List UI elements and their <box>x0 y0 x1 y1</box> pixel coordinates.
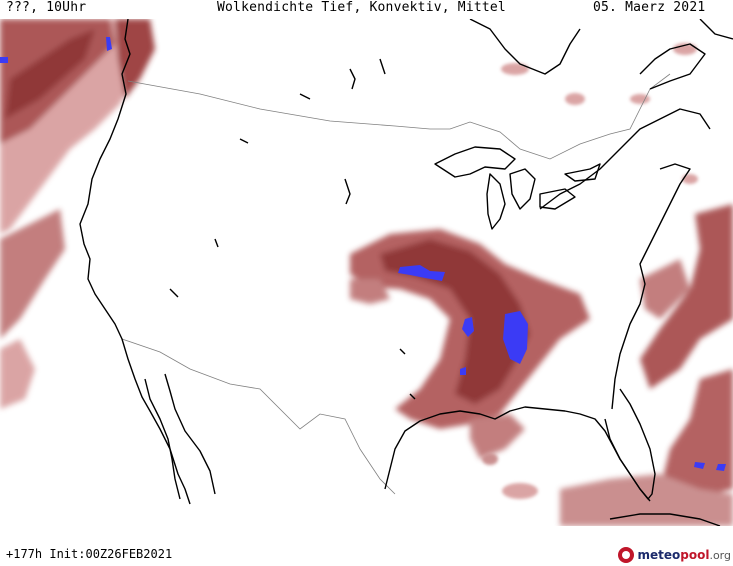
cloud-area-atlantic <box>560 204 733 526</box>
map-title: Wolkendichte Tief, Konvektiv, Mittel <box>217 0 506 15</box>
forecast-date: 05. Maerz 2021 <box>593 0 706 15</box>
coastlines <box>79 19 733 526</box>
cloud-area-central-plains <box>350 229 590 459</box>
logo-text: meteopool.org <box>637 548 731 562</box>
weather-map <box>0 19 733 526</box>
cloud-area-pacific-northwest <box>0 19 155 234</box>
forecast-time-label: ???, 10Uhr <box>6 0 87 15</box>
model-run-info: +177h Init:00Z26FEB2021 <box>6 547 173 561</box>
header-bar: ???, 10Uhr Wolkendichte Tief, Konvektiv,… <box>0 0 733 20</box>
globe-icon <box>618 547 635 563</box>
cloud-area-pacific-west <box>0 209 65 409</box>
cloud-density-layer <box>0 19 733 526</box>
meteopool-logo[interactable]: meteopool.org <box>618 545 731 565</box>
political-borders <box>121 73 671 495</box>
footer-bar: +177h Init:00Z26FEB2021 meteopool.org <box>0 540 733 566</box>
convective-cells <box>0 37 726 471</box>
cloud-patches-northeast <box>482 43 698 499</box>
